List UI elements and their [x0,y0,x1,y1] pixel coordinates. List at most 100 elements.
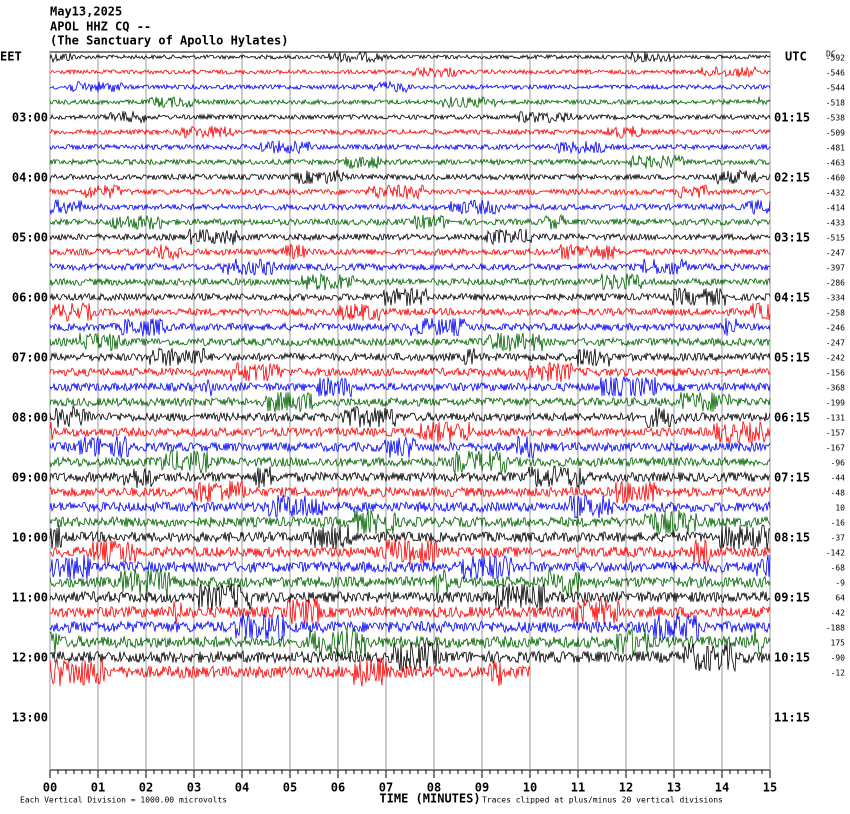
dc-offset: -397 [826,264,845,273]
right-time-label: 10:15 [774,651,810,665]
dc-offset: -414 [826,204,845,213]
trace [49,613,771,641]
dc-offset: -37 [831,534,846,543]
x-tick-label: 01 [91,781,105,795]
trace [49,110,771,125]
trace [49,65,771,79]
trace [49,332,771,352]
dc-offset: -544 [826,84,845,93]
dc-label: DC [826,50,836,59]
trace [49,184,771,200]
trace [49,480,771,505]
dc-offset: -481 [826,144,845,153]
dc-offset: -433 [826,219,845,228]
trace [49,272,771,291]
trace [49,375,771,398]
x-tick-label: 00 [43,781,57,795]
dc-offset: -167 [826,444,845,453]
trace [49,627,771,657]
right-time-label: 08:15 [774,531,810,545]
trace [49,435,771,460]
trace [49,597,771,625]
dc-offset: -142 [826,549,845,558]
dc-offset: -518 [826,99,845,108]
dc-offset: -157 [826,429,845,438]
left-time-label: 10:00 [12,531,48,545]
dc-offset: 64 [835,594,845,603]
trace [49,140,771,155]
left-time-label: 07:00 [12,351,48,365]
trace [49,154,771,169]
dc-offset: -247 [826,249,845,258]
right-time-label: 03:15 [774,231,810,245]
trace [49,80,771,94]
title-line: May13,2025 [50,5,122,19]
dc-offset: -538 [826,114,845,123]
x-tick-label: 03 [187,781,201,795]
dc-offset: -246 [826,324,845,333]
trace [49,227,771,246]
right-time-label: 01:15 [774,111,810,125]
right-time-label: 09:15 [774,591,810,605]
trace [49,199,771,216]
right-time-label: 02:15 [774,171,810,185]
note: Traces clipped at plus/minus 20 vertical… [482,796,723,805]
dc-offset: -515 [826,234,845,243]
left-time-label: 08:00 [12,411,48,425]
dc-offset: -432 [826,189,845,198]
trace [49,347,771,367]
dc-offset: -96 [831,459,846,468]
x-tick-label: 06 [331,781,345,795]
dc-offset: -258 [826,309,845,318]
dc-offset: -188 [826,624,845,633]
x-tick-label: 02 [139,781,153,795]
trace [49,494,771,519]
dc-offset: -68 [831,564,846,573]
dc-offset: -156 [826,369,845,378]
dc-offset: -334 [826,294,845,303]
trace [49,361,771,382]
trace [49,125,771,139]
left-time-label: 05:00 [12,231,48,245]
trace [49,524,771,550]
left-time-label: 13:00 [12,711,48,725]
dc-offset: -42 [831,609,846,618]
right-axis-label: UTC [785,50,807,64]
x-tick-label: 08 [427,781,441,795]
left-time-label: 09:00 [12,471,48,485]
right-time-label: 11:15 [774,711,810,725]
title-line: (The Sanctuary of Apollo Hylates) [50,34,288,48]
x-tick-label: 12 [619,781,633,795]
right-time-label: 07:15 [774,471,810,485]
trace [49,391,771,413]
note: Each Vertical Division = 1000.00 microvo… [20,796,227,805]
x-tick-label: 07 [379,781,393,795]
dc-offset: -592 [826,54,845,63]
dc-offset: 175 [831,639,846,648]
dc-offset: -90 [831,654,846,663]
right-time-label: 06:15 [774,411,810,425]
dc-offset: -12 [831,669,846,678]
trace [49,583,771,611]
trace [49,51,771,64]
dc-offset: 10 [835,504,845,513]
dc-offset: -44 [831,474,846,483]
left-time-label: 04:00 [12,171,48,185]
x-tick-label: 05 [283,781,297,795]
trace [49,243,771,261]
left-axis-label: EET [0,50,22,64]
trace [49,301,771,322]
dc-offset: -199 [826,399,845,408]
trace [49,214,771,231]
trace [49,287,771,306]
x-tick-label: 13 [667,781,681,795]
trace [49,169,771,185]
trace [49,405,771,429]
left-time-label: 12:00 [12,651,48,665]
right-time-label: 05:15 [774,351,810,365]
dc-offset: -509 [826,129,845,138]
left-time-label: 11:00 [12,591,48,605]
dc-offset: -247 [826,339,845,348]
dc-offset: -48 [831,489,846,498]
